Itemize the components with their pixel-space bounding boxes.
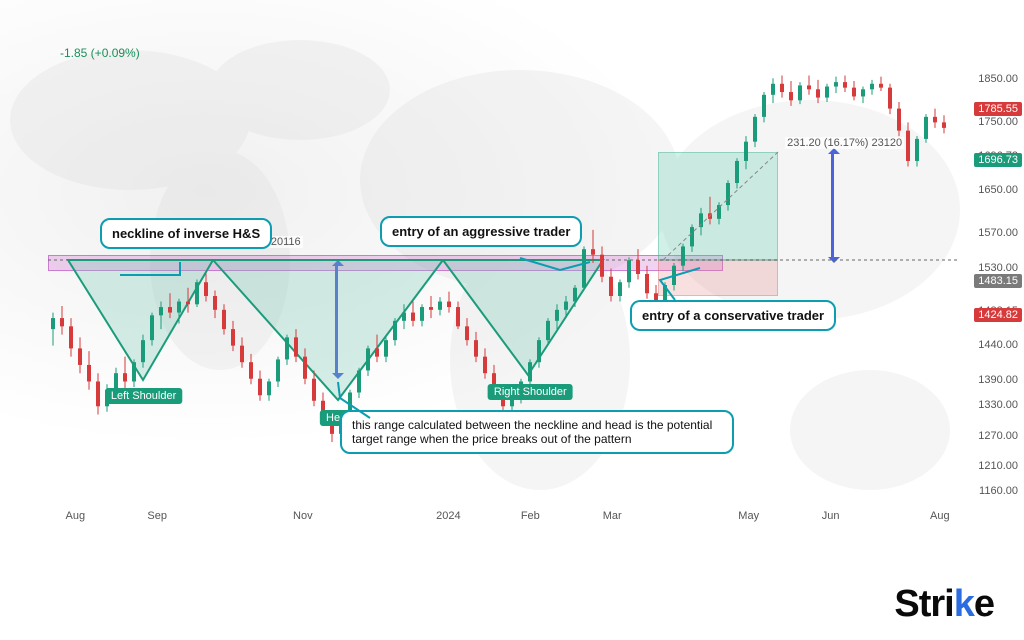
x-tick: Aug <box>66 510 86 522</box>
price-badge: 1785.55 <box>974 102 1022 116</box>
y-tick: 1160.00 <box>979 485 1018 497</box>
y-tick: 1330.00 <box>978 399 1018 411</box>
y-tick: 1440.00 <box>978 339 1018 351</box>
price-badge: 1696.73 <box>974 153 1022 167</box>
y-tick: 1650.00 <box>978 184 1018 196</box>
callout-range: this range calculated between the neckli… <box>340 410 734 454</box>
strike-logo: Strike <box>894 583 994 626</box>
y-tick: 1530.00 <box>978 262 1018 274</box>
callout-aggressive: entry of an aggressive trader <box>380 216 582 247</box>
x-tick: Aug <box>930 510 950 522</box>
y-tick: 1750.00 <box>978 116 1018 128</box>
price-badge: 1424.82 <box>974 308 1022 322</box>
callout-neckline: neckline of inverse H&S <box>100 218 272 249</box>
y-tick: 1850.00 <box>978 73 1018 85</box>
chart-header-change: -1.85 (+0.09%) <box>60 46 140 60</box>
y-tick: 1270.00 <box>978 430 1018 442</box>
x-tick: Sep <box>147 510 167 522</box>
pattern-label-right-shoulder: Right Shoulder <box>488 384 573 400</box>
y-tick: 1570.00 <box>978 227 1018 239</box>
y-axis: 1850.00 1750.00 1696.73 1650.00 1570.00 … <box>964 70 1024 500</box>
x-tick: Feb <box>521 510 540 522</box>
x-tick: Nov <box>293 510 313 522</box>
x-tick: May <box>738 510 759 522</box>
callout-conservative: entry of a conservative trader <box>630 300 836 331</box>
x-tick: Mar <box>603 510 622 522</box>
price-badge: 1483.15 <box>974 274 1022 288</box>
y-tick: 1390.00 <box>978 374 1018 386</box>
y-tick: 1210.00 <box>978 460 1018 472</box>
chart-screenshot: -1.85 (+0.09%) 1850.00 1750.00 1696.73 1… <box>0 0 1024 640</box>
pattern-label-left-shoulder: Left Shoulder <box>105 388 182 404</box>
x-tick: Jun <box>822 510 840 522</box>
x-tick: 2024 <box>436 510 460 522</box>
x-axis: Aug Sep Nov 2024 Feb Mar May Jun Aug <box>48 510 958 530</box>
